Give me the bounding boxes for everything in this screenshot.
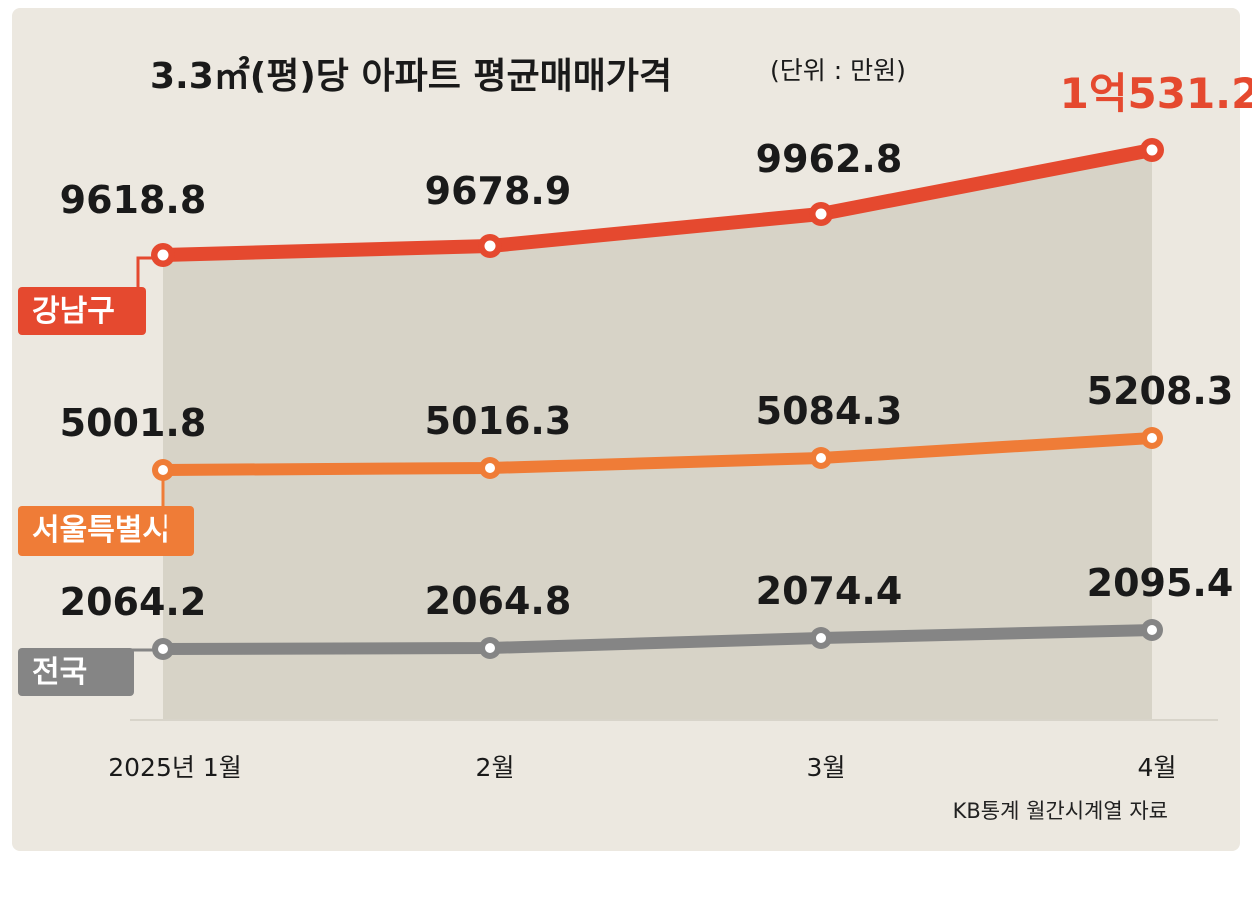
x-tick-label-2: 3월 [807, 753, 846, 782]
legend-connector-0 [136, 256, 155, 311]
series-1-value-label-2: 5084.3 [756, 389, 903, 433]
series-2-value-label-3: 2095.4 [1087, 561, 1234, 605]
series-1-group: 5001.8 5016.3 5084.3 5208.3 서울특별시 [18, 369, 1233, 556]
series-1-point-center-1 [485, 463, 495, 473]
source-note: KB통계 월간시계열 자료 [953, 799, 1168, 823]
series-1-point-center-0 [158, 465, 168, 475]
x-tick-label-0: 2025년 1월 [108, 753, 241, 782]
series-2-point-center-2 [816, 633, 826, 643]
chart-title: 3.3㎡(평)당 아파트 평균매매가격 [150, 55, 672, 97]
series-1-value-label-1: 5016.3 [425, 399, 572, 443]
axis-layer: 2025년 1월 2월 3월 4월 [108, 753, 1176, 782]
series-line-2 [157, 624, 1158, 655]
shaded-area [163, 150, 1152, 720]
series-0-point-center-3 [1146, 144, 1158, 156]
series-2-point-center-3 [1147, 625, 1157, 635]
legend-connector-2 [124, 648, 155, 654]
legend-pill-0 [18, 287, 146, 335]
series-layer: 9618.8 9678.9 9962.8 1억531.2 강남구 5001.8 5016.3… [18, 69, 1252, 696]
chart-unit: (단위 : 만원) [770, 56, 906, 85]
series-2-point-center-1 [485, 643, 495, 653]
legend-connector-1 [161, 478, 194, 532]
series-0-value-label-3: 1억531.2 [1060, 69, 1252, 118]
legend-pill-2 [18, 648, 134, 696]
series-2-group: 2064.2 2064.8 2074.4 2095.4 전국 [18, 561, 1233, 696]
series-1-point-center-3 [1147, 433, 1157, 443]
series-0-point-center-1 [484, 240, 496, 252]
series-1-value-label-0: 5001.8 [60, 401, 207, 445]
series-0-value-label-0: 9618.8 [60, 178, 207, 222]
series-line-1 [157, 432, 1158, 476]
series-line-0 [156, 143, 1159, 262]
series-0-value-label-1: 9678.9 [425, 169, 572, 213]
series-1-value-label-3: 5208.3 [1087, 369, 1234, 413]
x-tick-label-3: 4월 [1138, 753, 1177, 782]
legend-label-2: 전국 [32, 655, 87, 690]
legend-label-1: 서울특별시 [32, 513, 170, 548]
series-0-value-label-2: 9962.8 [756, 137, 903, 181]
series-0-point-center-2 [815, 208, 827, 220]
series-0-point-center-0 [157, 249, 169, 261]
series-1-point-center-2 [816, 453, 826, 463]
series-2-point-center-0 [158, 644, 168, 654]
legend-pill-1 [18, 506, 194, 556]
series-2-value-label-1: 2064.8 [425, 579, 572, 623]
x-tick-label-1: 2월 [476, 753, 515, 782]
series-2-value-label-0: 2064.2 [60, 580, 207, 624]
series-2-value-label-2: 2074.4 [756, 569, 903, 613]
series-0-group: 9618.8 9678.9 9962.8 1억531.2 강남구 [18, 69, 1252, 335]
legend-label-0: 강남구 [32, 294, 115, 329]
